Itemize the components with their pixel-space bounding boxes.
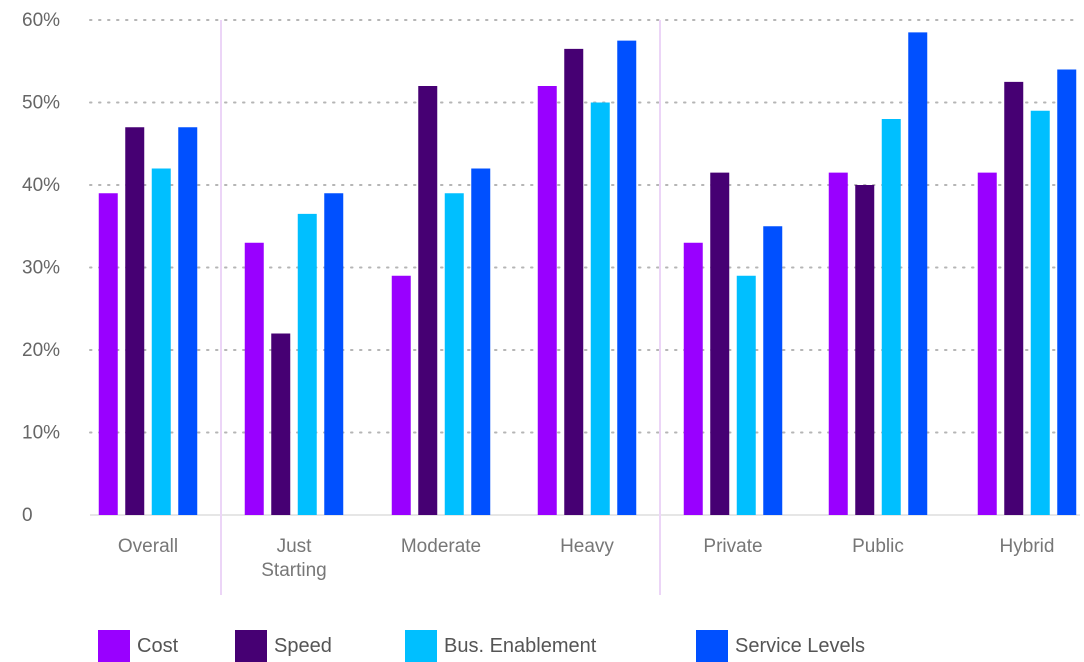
bar-cost-public (828, 172, 848, 515)
x-tick-label: Private (703, 536, 762, 557)
y-tick-label: 50% (22, 93, 60, 114)
legend-label-bus-enablement: Bus. Enablement (444, 634, 597, 657)
legend-item-cost: Cost (98, 630, 235, 662)
bar-cost-overall (98, 193, 118, 515)
y-tick-label: 40% (22, 175, 60, 196)
group-separators (220, 20, 661, 595)
bar-speed-heavy (564, 48, 584, 515)
bar-speed-hybrid (1004, 81, 1024, 515)
bar-service-levels-private (763, 226, 783, 515)
legend-item-bus-enablement: Bus. Enablement (405, 630, 696, 662)
bar-speed-moderate (418, 86, 438, 515)
bar-bus-enablement-private (736, 275, 756, 515)
legend-label-cost: Cost (137, 634, 179, 657)
y-tick-label: 30% (22, 258, 60, 279)
x-tick-label: Hybrid (1000, 536, 1055, 557)
x-tick-label: Starting (261, 560, 326, 581)
bar-speed-just-starting (271, 333, 291, 515)
x-tick-label: Just (277, 536, 313, 557)
legend-label-speed: Speed (274, 634, 332, 657)
bar-speed-public (855, 185, 875, 515)
legend-swatch-bus-enablement (405, 630, 437, 662)
bar-service-levels-hybrid (1057, 69, 1077, 515)
bar-service-levels-moderate (471, 168, 491, 515)
bar-service-levels-just-starting (324, 193, 344, 515)
bar-cost-just-starting (244, 242, 264, 515)
bar-chart: 0 10% 20% 30% 40% 50% 60% Overall Just Starting M… (22, 10, 1081, 595)
bar-bus-enablement-public (881, 119, 901, 515)
x-tick-label: Heavy (560, 536, 614, 557)
bar-speed-private (710, 172, 730, 515)
bar-cost-heavy (537, 86, 557, 515)
legend-item-speed: Speed (235, 630, 405, 662)
y-axis: 0 10% 20% 30% 40% 50% 60% (22, 10, 60, 526)
legend-item-service-levels: Service Levels (696, 630, 865, 662)
x-tick-label: Overall (118, 536, 178, 557)
x-axis: Overall Just Starting Moderate Heavy Private P… (118, 536, 1055, 581)
legend-swatch-cost (98, 630, 130, 662)
bar-bus-enablement-just-starting (297, 213, 317, 515)
bars (98, 32, 1077, 515)
bar-bus-enablement-overall (151, 168, 171, 515)
bar-cost-hybrid (977, 172, 997, 515)
gridlines (89, 19, 1081, 516)
y-tick-label: 10% (22, 423, 60, 444)
bar-bus-enablement-moderate (444, 193, 464, 515)
x-tick-label: Public (852, 536, 904, 557)
bar-bus-enablement-heavy (590, 102, 610, 515)
bar-bus-enablement-hybrid (1030, 110, 1050, 515)
bar-service-levels-public (908, 32, 928, 515)
legend: Cost Speed Bus. Enablement Service Level… (98, 630, 865, 662)
y-tick-label: 20% (22, 340, 60, 361)
legend-label-service-levels: Service Levels (735, 634, 866, 657)
y-tick-label: 60% (22, 10, 60, 31)
bar-service-levels-heavy (617, 40, 637, 515)
legend-swatch-speed (235, 630, 267, 662)
bar-speed-overall (125, 127, 145, 515)
legend-swatch-service-levels (696, 630, 728, 662)
x-tick-label: Moderate (401, 536, 481, 557)
bar-service-levels-overall (178, 127, 198, 515)
bar-cost-private (683, 242, 703, 515)
y-tick-label: 0 (22, 505, 33, 526)
bar-cost-moderate (391, 275, 411, 515)
